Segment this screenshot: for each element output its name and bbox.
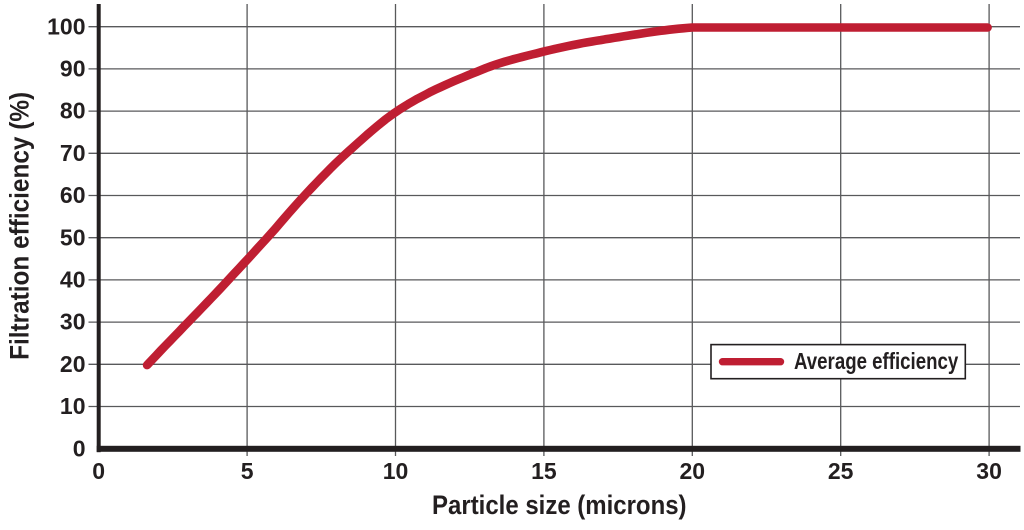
svg-text:0: 0 [92,458,105,484]
svg-text:100: 100 [47,13,85,39]
svg-text:Filtration efficiency (%): Filtration efficiency (%) [5,92,35,360]
svg-text:Average efficiency: Average efficiency [794,348,958,374]
svg-text:50: 50 [60,224,86,250]
svg-text:20: 20 [60,351,86,377]
svg-text:15: 15 [531,458,557,484]
svg-text:60: 60 [60,182,86,208]
svg-text:30: 30 [60,309,86,335]
svg-text:0: 0 [73,435,86,461]
svg-text:25: 25 [828,458,854,484]
svg-text:40: 40 [60,267,86,293]
svg-text:5: 5 [241,458,254,484]
svg-text:20: 20 [680,458,706,484]
svg-text:10: 10 [383,458,409,484]
svg-text:Particle size (microns): Particle size (microns) [432,490,687,520]
svg-text:80: 80 [60,98,86,124]
svg-text:10: 10 [60,393,86,419]
svg-text:70: 70 [60,140,86,166]
svg-text:30: 30 [976,458,1002,484]
svg-text:90: 90 [60,56,86,82]
